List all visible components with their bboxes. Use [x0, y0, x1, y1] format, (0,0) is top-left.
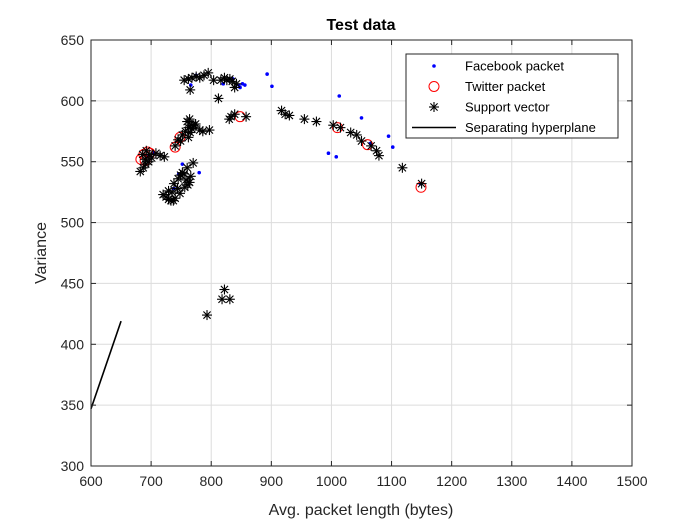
data-point	[217, 294, 228, 305]
data-point	[335, 122, 346, 133]
data-point	[397, 162, 408, 173]
data-point	[204, 125, 215, 136]
y-tick-label: 500	[61, 215, 85, 231]
x-tick-label: 1300	[496, 473, 527, 489]
data-point	[241, 111, 252, 122]
y-tick-label: 450	[61, 275, 85, 291]
data-point	[183, 73, 194, 84]
data-point	[208, 75, 219, 86]
data-point	[163, 185, 174, 196]
data-layer	[90, 67, 427, 410]
legend-label: Support vector	[465, 100, 550, 115]
x-tick-label: 800	[200, 473, 224, 489]
data-point	[416, 178, 427, 189]
hyperplane-line	[90, 320, 122, 410]
x-tick-label: 1000	[316, 473, 347, 489]
legend: Facebook packet Twitter packet Support vec…	[405, 53, 619, 139]
data-point	[213, 93, 224, 104]
data-point	[186, 72, 197, 83]
data-point	[188, 157, 199, 168]
y-tick-label: 400	[61, 336, 85, 352]
legend-marker-icon	[429, 102, 439, 112]
data-point	[135, 166, 146, 177]
data-point	[188, 83, 193, 87]
data-point	[229, 109, 240, 120]
ticks: 600 700 800 900 1000 1100 1200 1300 1400 1500 300 3…	[61, 32, 648, 489]
data-point	[337, 94, 342, 98]
x-tick-label: 1400	[556, 473, 587, 489]
data-point	[265, 72, 269, 76]
data-point	[202, 310, 213, 321]
data-point	[179, 182, 190, 193]
data-point	[197, 126, 208, 137]
y-tick-label: 300	[61, 458, 85, 474]
data-point	[170, 140, 181, 151]
data-point	[351, 129, 362, 140]
data-point	[219, 284, 230, 295]
data-point	[224, 294, 235, 305]
x-axis-label: Avg. packet length (bytes)	[269, 502, 454, 519]
chart-title: Test data	[326, 17, 395, 34]
data-point	[180, 162, 185, 166]
data-point	[182, 162, 193, 173]
data-point	[326, 151, 331, 155]
legend-label: Twitter packet	[465, 79, 546, 94]
y-tick-label: 350	[61, 397, 85, 413]
data-point	[299, 114, 310, 125]
data-point	[185, 84, 196, 95]
data-point	[144, 149, 155, 160]
x-tick-label: 1100	[377, 473, 407, 489]
data-point	[186, 120, 197, 131]
x-tick-label: 700	[139, 473, 163, 489]
legend-label: Facebook packet	[465, 59, 564, 74]
data-point	[270, 84, 274, 89]
data-point	[311, 116, 322, 127]
y-axis-label: Variance	[33, 222, 50, 284]
data-point	[284, 110, 295, 121]
data-point	[386, 134, 391, 138]
data-point	[390, 145, 395, 149]
series-star	[135, 67, 427, 321]
x-tick-label: 1500	[616, 473, 647, 489]
data-point	[373, 150, 384, 161]
data-point	[203, 67, 214, 78]
x-tick-label: 1200	[436, 473, 467, 489]
data-point	[359, 116, 364, 120]
plot-frame	[90, 39, 633, 467]
data-point	[197, 170, 201, 175]
data-point	[334, 155, 339, 159]
legend-label: Separating hyperplane	[465, 120, 596, 135]
y-tick-label: 650	[61, 32, 85, 48]
data-point	[150, 148, 161, 159]
x-tick-label: 900	[260, 473, 284, 489]
legend-marker-icon	[432, 64, 436, 68]
y-tick-label: 550	[61, 154, 85, 170]
legend-box	[405, 53, 619, 139]
data-point	[328, 120, 339, 131]
data-point	[231, 78, 242, 89]
data-point	[243, 83, 247, 87]
x-tick-label: 600	[79, 473, 103, 489]
data-point	[155, 150, 166, 161]
y-tick-label: 600	[61, 93, 85, 109]
data-point	[356, 136, 367, 147]
legend-marker-icon	[428, 81, 440, 92]
data-point	[185, 171, 196, 182]
